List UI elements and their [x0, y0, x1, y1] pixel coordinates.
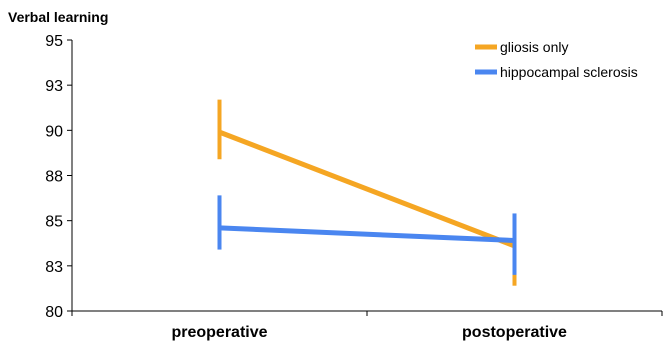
legend-label: hippocampal sclerosis — [500, 64, 638, 80]
series-layer — [217, 99, 517, 286]
series-1 — [217, 195, 517, 275]
x-category-label: preoperative — [171, 324, 267, 341]
series-line — [218, 129, 516, 249]
y-tick-label: 85 — [45, 214, 63, 231]
y-tick-label: 80 — [45, 304, 63, 321]
legend-label: gliosis only — [500, 39, 568, 55]
y-tick-label: 95 — [45, 33, 63, 50]
y-tick-label: 90 — [45, 123, 63, 140]
y-tick-label: 83 — [45, 259, 63, 276]
x-category-label: postoperative — [462, 324, 567, 341]
y-tick-label: 88 — [45, 169, 63, 186]
axes: 95 93 90 88 85 83 80 preoperative postoperative — [45, 33, 663, 341]
y-tick-label: 93 — [45, 78, 63, 95]
chart-title: Verbal learning — [8, 9, 108, 25]
legend: gliosis only hippocampal sclerosis — [475, 39, 638, 80]
series-line — [219, 225, 515, 244]
series-0 — [217, 99, 517, 286]
